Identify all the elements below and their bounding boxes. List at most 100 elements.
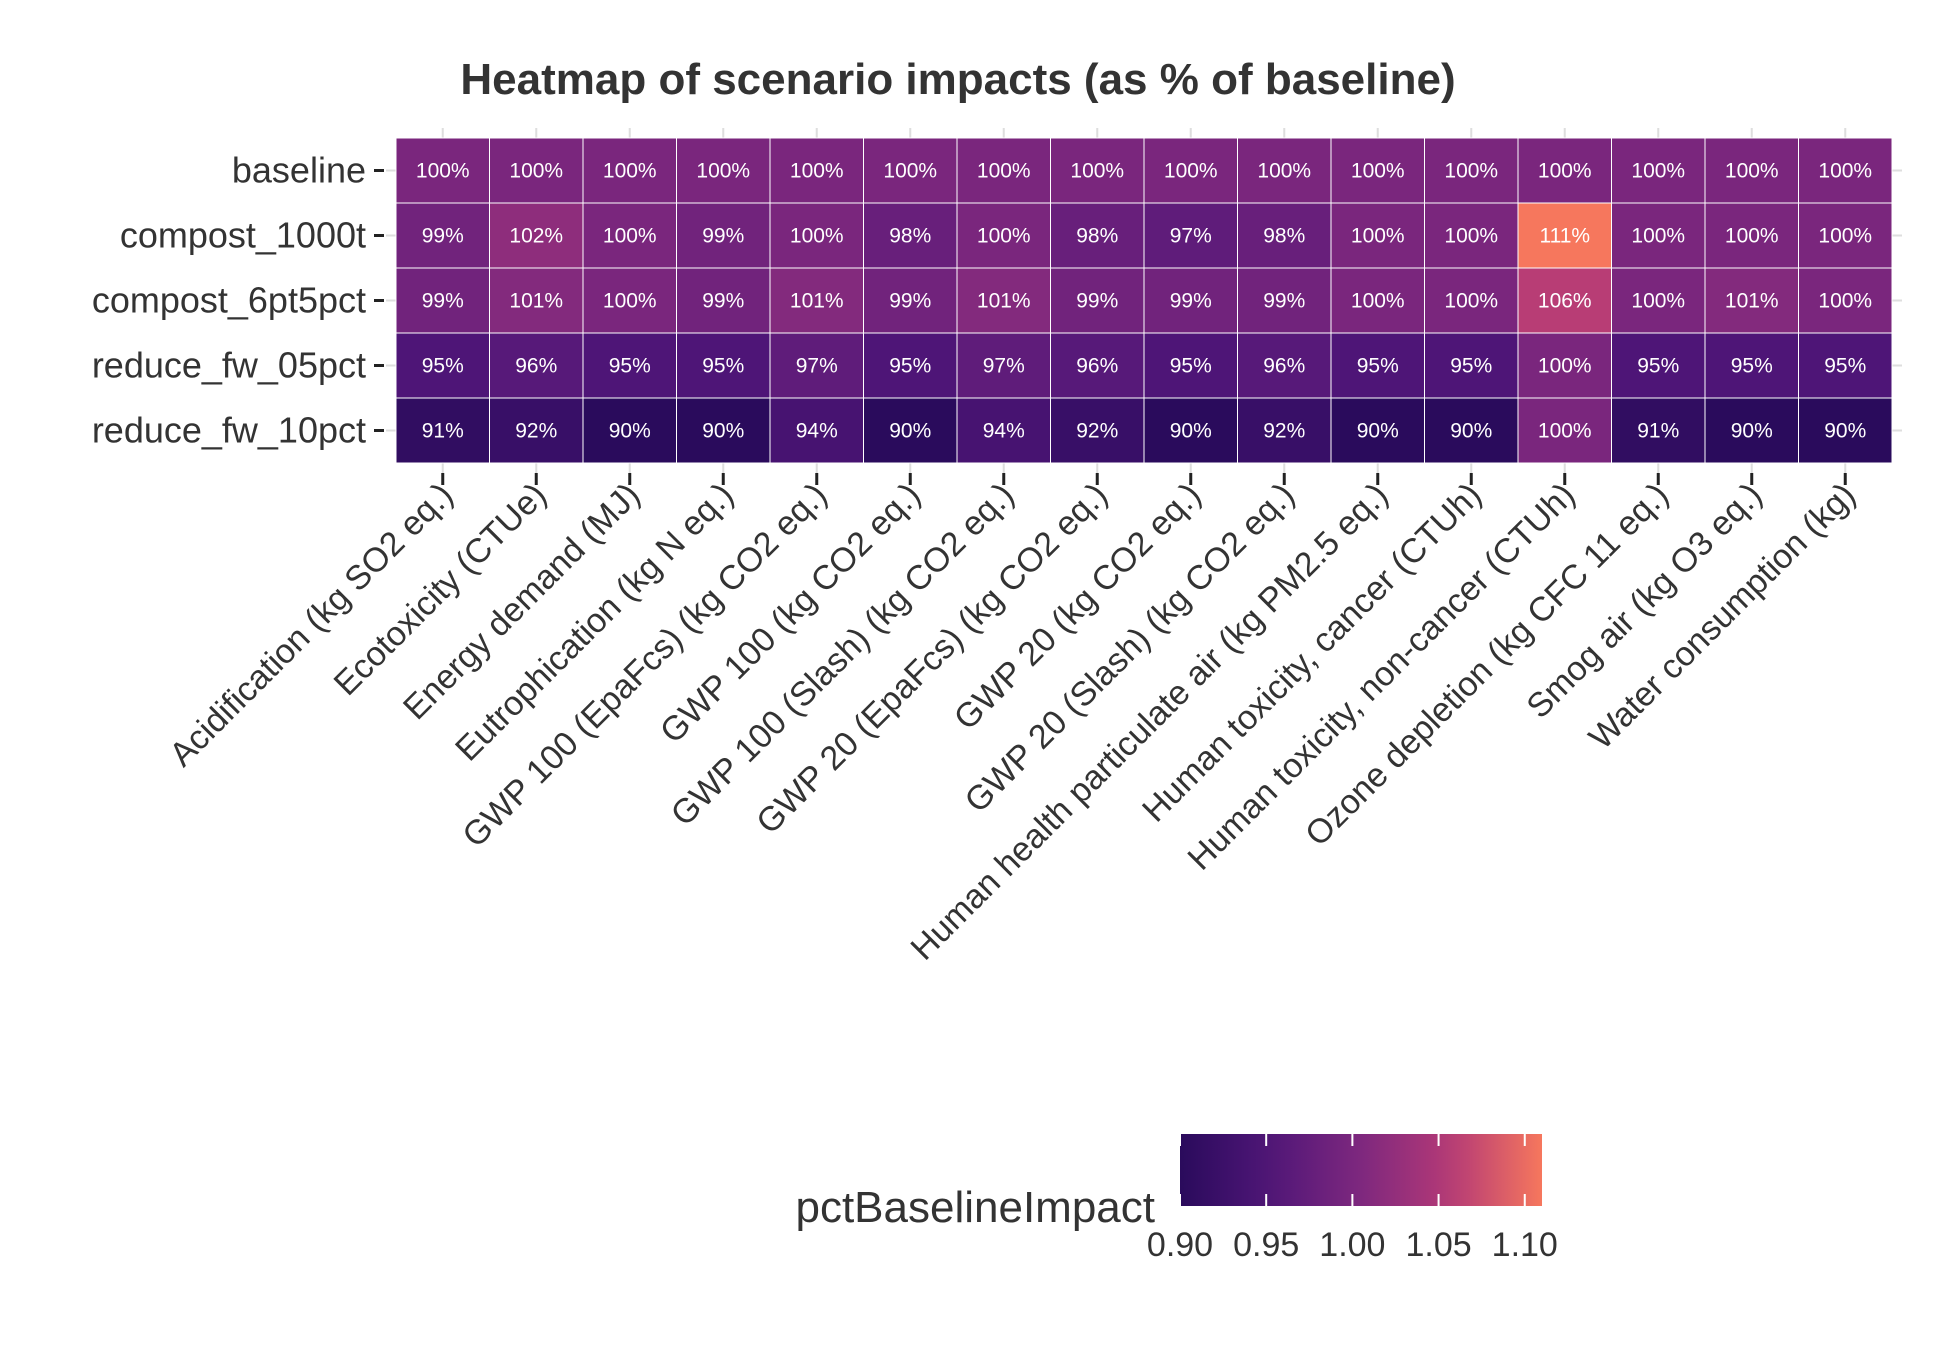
cell-label: 95%: [702, 355, 744, 378]
heatmap-cell: [676, 137, 771, 204]
heatmap-cell: [1330, 332, 1425, 399]
heatmap-cell: [1424, 267, 1519, 334]
cell-label: 100%: [1444, 290, 1498, 313]
cell-label: 102%: [509, 225, 563, 248]
heatmap-cell: [1798, 332, 1893, 399]
heatmap-cell: [1798, 267, 1893, 334]
cell-label: 100%: [883, 160, 937, 183]
heatmap-cell: [863, 202, 958, 269]
cell-label: 100%: [1818, 225, 1872, 248]
heatmap-cell: [1517, 202, 1612, 269]
y-tick-label: compost_6pt5pct: [92, 280, 366, 321]
cell-label: 90%: [889, 420, 931, 443]
heatmap-cell: [1050, 397, 1145, 464]
heatmap-cell: [1330, 137, 1425, 204]
cell-label: 100%: [603, 290, 657, 313]
cell-label: 95%: [1450, 355, 1492, 378]
heatmap-cell: [1330, 267, 1425, 334]
cell-label: 98%: [1076, 225, 1118, 248]
heatmap-cell: [1424, 397, 1519, 464]
cell-label: 101%: [509, 290, 563, 313]
heatmap-cell: [1517, 267, 1612, 334]
heatmap-cell: [1704, 332, 1799, 399]
heatmap-cell: [769, 397, 864, 464]
cell-label: 97%: [796, 355, 838, 378]
legend-colorbar: [1180, 1134, 1542, 1206]
cell-label: 90%: [1824, 420, 1866, 443]
cell-label: 94%: [796, 420, 838, 443]
cell-label: 100%: [1351, 160, 1405, 183]
cell-label: 100%: [1538, 355, 1592, 378]
heatmap-cell: [863, 332, 958, 399]
heatmap-cell: [582, 137, 677, 204]
legend-tick-label: 1.05: [1405, 1226, 1471, 1264]
y-tick-label: baseline: [232, 150, 366, 191]
heatmap-cell: [1704, 202, 1799, 269]
heatmap-cell: [1517, 397, 1612, 464]
legend-tick-label: 0.95: [1233, 1226, 1299, 1264]
cell-label: 90%: [1450, 420, 1492, 443]
cell-label: 100%: [790, 225, 844, 248]
cell-label: 100%: [1818, 290, 1872, 313]
cell-label: 101%: [790, 290, 844, 313]
cell-label: 100%: [1257, 160, 1311, 183]
legend-tick-label: 0.90: [1147, 1226, 1213, 1264]
heatmap-cell: [769, 137, 864, 204]
cell-label: 94%: [983, 420, 1025, 443]
cell-label: 98%: [889, 225, 931, 248]
cell-label: 99%: [422, 290, 464, 313]
cell-label: 100%: [1538, 420, 1592, 443]
cell-label: 100%: [603, 225, 657, 248]
cell-label: 99%: [1170, 290, 1212, 313]
cell-label: 100%: [977, 225, 1031, 248]
cell-label: 100%: [1444, 225, 1498, 248]
heatmap-cell: [956, 202, 1051, 269]
cell-label: 95%: [1637, 355, 1679, 378]
cell-label: 100%: [1631, 225, 1685, 248]
cell-label: 92%: [1076, 420, 1118, 443]
heatmap-cell: [395, 397, 490, 464]
cell-label: 99%: [889, 290, 931, 313]
x-axis: Acidification (kg SO2 eq.)Ecotoxicity (C…: [162, 473, 1863, 968]
heatmap-cell: [676, 397, 771, 464]
legend: pctBaselineImpact 0.90 0.95 1.00 1.05 1.10: [795, 1134, 1558, 1264]
cell-label: 100%: [1070, 160, 1124, 183]
chart-title: Heatmap of scenario impacts (as % of bas…: [460, 55, 1455, 104]
heatmap-cell: [1704, 137, 1799, 204]
heatmap-cell: [863, 397, 958, 464]
cell-label: 99%: [1076, 290, 1118, 313]
cell-label: 90%: [1170, 420, 1212, 443]
cell-label: 95%: [889, 355, 931, 378]
y-axis: baseline compost_1000t compost_6pt5pctredu…: [92, 150, 384, 451]
heatmap-cell: [1611, 202, 1706, 269]
heatmap-cell: [1237, 397, 1332, 464]
cell-label: 95%: [422, 355, 464, 378]
heatmap-cell: [1611, 397, 1706, 464]
cell-label: 111%: [1539, 225, 1590, 248]
cell-label: 99%: [1263, 290, 1305, 313]
cell-label: 96%: [1263, 355, 1305, 378]
heatmap-cell: [676, 267, 771, 334]
cell-label: 100%: [1725, 225, 1779, 248]
heatmap-cell: [582, 332, 677, 399]
heatmap-cell: [1050, 202, 1145, 269]
cell-label: 101%: [977, 290, 1031, 313]
cell-label: 99%: [422, 225, 464, 248]
heatmap-cell: [956, 332, 1051, 399]
y-tick-label: reduce_fw_05pct: [92, 345, 366, 386]
heatmap-cell: [1517, 332, 1612, 399]
heatmap-cell: [489, 332, 584, 399]
cell-label: 100%: [1351, 225, 1405, 248]
heatmap-cell: [1798, 137, 1893, 204]
heatmap-cell: [1798, 202, 1893, 269]
heatmap-cell: [1330, 397, 1425, 464]
x-tick-label: Human toxicity, cancer (CTUh): [1135, 476, 1489, 830]
legend-tick-label: 1.00: [1319, 1226, 1385, 1264]
cell-label: 95%: [1824, 355, 1866, 378]
cell-label: 90%: [1731, 420, 1773, 443]
heatmap-cell: [1237, 267, 1332, 334]
cell-label: 92%: [515, 420, 557, 443]
cell-label: 99%: [702, 225, 744, 248]
cell-label: 100%: [1631, 160, 1685, 183]
